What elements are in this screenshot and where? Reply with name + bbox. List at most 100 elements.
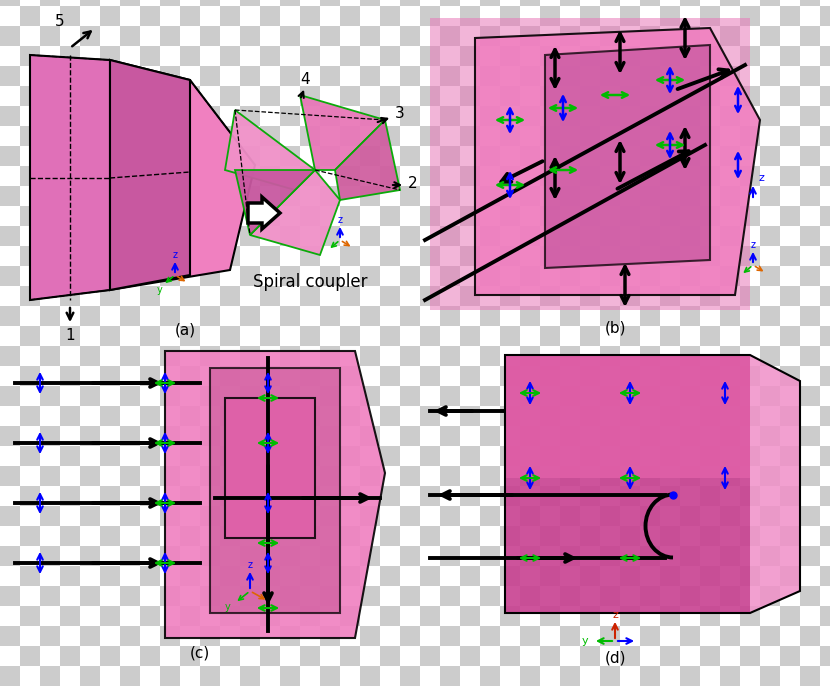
Bar: [600, 146, 620, 166]
Bar: [420, 326, 440, 346]
Bar: [800, 386, 820, 406]
Bar: [600, 626, 620, 646]
Bar: [420, 286, 440, 306]
Bar: [540, 286, 560, 306]
Bar: [480, 66, 500, 86]
Bar: [460, 326, 480, 346]
Bar: [480, 386, 500, 406]
Bar: [580, 126, 600, 146]
Bar: [180, 566, 200, 586]
Bar: [400, 0, 420, 6]
Bar: [320, 586, 340, 606]
Bar: [740, 326, 760, 346]
Bar: [260, 446, 280, 466]
Bar: [160, 506, 180, 526]
Bar: [240, 666, 260, 686]
Bar: [200, 0, 220, 6]
Bar: [140, 446, 160, 466]
Bar: [280, 346, 300, 366]
Bar: [360, 426, 380, 446]
Bar: [300, 6, 320, 26]
Bar: [540, 326, 560, 346]
Bar: [620, 606, 640, 626]
Bar: [180, 86, 200, 106]
Bar: [760, 0, 780, 6]
Bar: [480, 586, 500, 606]
Bar: [560, 26, 580, 46]
Text: y: y: [582, 636, 588, 646]
Bar: [40, 346, 60, 366]
Bar: [340, 446, 360, 466]
Bar: [220, 286, 240, 306]
Bar: [560, 586, 580, 606]
Bar: [40, 266, 60, 286]
Bar: [720, 346, 740, 366]
Polygon shape: [110, 60, 255, 290]
Bar: [460, 126, 480, 146]
Bar: [500, 206, 520, 226]
Bar: [360, 586, 380, 606]
Bar: [280, 146, 300, 166]
Bar: [80, 506, 100, 526]
Bar: [540, 46, 560, 66]
Bar: [360, 506, 380, 526]
Bar: [40, 666, 60, 686]
Bar: [240, 466, 260, 486]
Bar: [720, 106, 740, 126]
Bar: [60, 166, 80, 186]
Bar: [640, 506, 660, 526]
Bar: [20, 126, 40, 146]
Bar: [220, 126, 240, 146]
Bar: [540, 606, 560, 626]
Bar: [320, 106, 340, 126]
Bar: [380, 46, 400, 66]
Bar: [700, 6, 720, 26]
Bar: [780, 326, 800, 346]
Text: z: z: [612, 610, 618, 620]
Bar: [480, 666, 500, 686]
Bar: [160, 586, 180, 606]
Bar: [740, 526, 760, 546]
Bar: [280, 106, 300, 126]
Bar: [660, 46, 680, 66]
Bar: [120, 106, 140, 126]
Bar: [20, 6, 40, 26]
Bar: [320, 626, 340, 646]
Bar: [340, 126, 360, 146]
Bar: [480, 0, 500, 6]
Bar: [620, 646, 640, 666]
Bar: [800, 266, 820, 286]
Bar: [420, 246, 440, 266]
Bar: [140, 566, 160, 586]
Bar: [260, 526, 280, 546]
Bar: [200, 66, 220, 86]
Bar: [240, 626, 260, 646]
Bar: [100, 526, 120, 546]
Bar: [180, 646, 200, 666]
Bar: [140, 646, 160, 666]
Bar: [140, 246, 160, 266]
Bar: [740, 6, 760, 26]
Bar: [740, 446, 760, 466]
Bar: [820, 286, 830, 306]
Bar: [760, 306, 780, 326]
Bar: [340, 86, 360, 106]
Bar: [540, 126, 560, 146]
Bar: [300, 526, 320, 546]
Bar: [400, 506, 420, 526]
Bar: [780, 366, 800, 386]
Bar: [800, 106, 820, 126]
Bar: [240, 146, 260, 166]
Bar: [60, 486, 80, 506]
Bar: [520, 386, 540, 406]
Bar: [820, 566, 830, 586]
Bar: [720, 466, 740, 486]
Bar: [320, 146, 340, 166]
Bar: [160, 346, 180, 366]
Bar: [420, 646, 440, 666]
Bar: [280, 186, 300, 206]
Bar: [600, 666, 620, 686]
Bar: [140, 206, 160, 226]
Bar: [760, 106, 780, 126]
Bar: [760, 186, 780, 206]
